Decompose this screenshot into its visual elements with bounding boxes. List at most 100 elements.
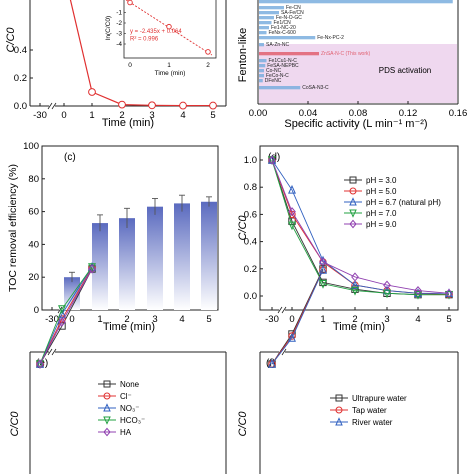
panel-c-xtick-label: 2 [124,314,129,325]
panel-b-bar [259,86,301,90]
panel-b-bar-label: DFeNC [265,78,282,84]
panel-e-point [36,359,44,369]
panel-c-xtick-label: 4 [179,314,184,325]
panel-d-ytick-label: 0.4 [244,237,257,248]
panel-d-point [351,286,359,296]
panel-b-bar-label: FeCo-N-C [266,73,289,79]
panel-f-point [288,332,296,342]
panel-d-xlabel: Time (min) [333,321,385,333]
panel-e-axis-break-gap [49,348,55,356]
panel-f-axis-break-slash-2 [281,348,287,356]
panel-d-ytick-label: 0.2 [244,264,257,275]
panel-d-xtick-label: -30 [265,314,279,325]
panel-e-legend-marker [103,403,111,412]
panel-c-bar [201,201,217,310]
panel-a-xtick-label: 3 [149,110,154,121]
panel-d-point [288,221,296,231]
panel-d-xtick-label: 5 [446,314,451,325]
panel-a-point [148,101,156,110]
panel-c-xtick-label: 5 [206,314,211,325]
panel-b-bar [259,26,269,30]
panel-b-chart: Fenton-like Specific activity (L min⁻¹ m… [237,0,467,130]
panel-f-point [288,332,296,340]
panel-b-bar-label: Fe-CN [286,5,301,11]
panel-e-legend-marker [103,427,111,437]
panel-e-legend-marker [103,416,111,425]
panel-b-bar-label: FeSA-NEPBC [267,63,299,69]
panel-b-bar-label: Fe-Nx-PC-2 [317,35,344,41]
panel-d-legend-marker [349,197,357,206]
panel-b-bar-label: Fe1-NC-20 [271,25,296,31]
panel-b-xtick-label: 0.12 [399,108,418,119]
panel-a-ytick-label: 0.2 [14,73,27,84]
panel-f-legend-label: River water [352,418,393,427]
panel-a-point [118,100,126,109]
panel-b-bar [259,64,266,68]
panel-d-point [351,272,359,282]
panel-c-ytick-label: 40 [28,239,39,250]
panel-b-bar-label: Fe-N-O-GC [276,15,302,21]
panel-d-point [383,289,391,299]
panel-d-point [414,285,422,296]
panel-a-inset-ytick: -2 [116,20,122,27]
panel-c-xtick-label: 0 [69,314,74,325]
panel-d-point [445,288,453,298]
panel-d-xtick-label: 0 [289,314,294,325]
panel-d-legend-label: pH = 5.0 [366,187,397,196]
panel-e-legend-label: Cl⁻ [120,392,132,401]
panel-d-xtick-label: 4 [415,314,420,325]
panel-b-xtick-label: 0.04 [299,108,318,119]
panel-b-bar [259,16,274,20]
panel-b-bar-label: CoSA-N3-C [302,85,329,91]
panel-b-bar [259,11,279,15]
panel-a-xtick-label: 2 [119,110,124,121]
panel-e-legend-label: None [120,380,140,389]
panel-c-ytick-label: 100 [23,141,39,152]
panel-d-chart: C/C0 Time (min) (d) -30 0 1 2 3 4 50.00.20.40.… [237,145,459,333]
panel-e-legend-label: NO₃⁻ [120,404,139,413]
panel-a-inset-xlabel: Time (min) [155,70,186,77]
panel-a-series-line [69,0,213,107]
panel-c-bar [64,277,80,310]
panel-a-ytick-label: 0.0 [14,101,27,112]
panel-d-point [351,285,359,293]
panel-f-point [268,358,276,368]
panel-e-axis-break-slash-2 [51,348,57,356]
panel-b-bar [259,43,264,47]
panel-a-xtick-label: -30 [33,110,47,121]
panel-c-xtick-label: 1 [97,314,102,325]
panel-a-axis-break-gap [49,102,55,110]
panel-d-xtick-label: 1 [320,314,325,325]
panel-b-bar [259,52,319,56]
panel-c-bar [174,203,190,310]
panel-d-ytick-label: 0.8 [244,182,257,193]
panel-a-xtick-label: 0 [61,110,66,121]
panel-d-point [351,280,359,289]
panel-d-ytick-label: 0.0 [244,291,257,302]
panel-a-inset-point [205,49,211,55]
panel-e-series-line [39,268,93,365]
panel-d-ytick-label: 0.6 [244,209,257,220]
panel-b-bar [259,0,453,4]
panel-c-ylabel: TOC removal efficiency (%) [7,164,19,292]
panel-d-series-line [271,159,450,294]
panel-c-ytick-label: 80 [28,174,39,185]
panel-e-axis-break-slash-1 [47,348,53,356]
panel-b-bar-label: Fe1Cu1-N-C [269,58,298,64]
panel-d-point [414,290,422,300]
panel-d-legend-label: pH = 6.7 (natural pH) [366,198,441,207]
panel-d-point [319,280,327,289]
panel-b-bar [259,59,267,63]
panel-d-xtick-label: 2 [352,314,357,325]
panel-a-inset-xtick: 1 [167,62,171,69]
panel-b-xtick-label: 0.00 [249,108,268,119]
panel-a-inset-equation: y = -2.435x + 0.064 [130,29,182,35]
panel-d-axis-break-gap [279,306,285,314]
panel-d-legend-label: pH = 9.0 [366,220,397,229]
panel-a-inset-xtick: 2 [206,62,210,69]
panel-c-ytick-label: 20 [28,272,39,283]
panel-c-bar [119,218,135,310]
panel-a-point [88,88,96,96]
panel-a-xlabel: Time (min) [102,117,154,129]
